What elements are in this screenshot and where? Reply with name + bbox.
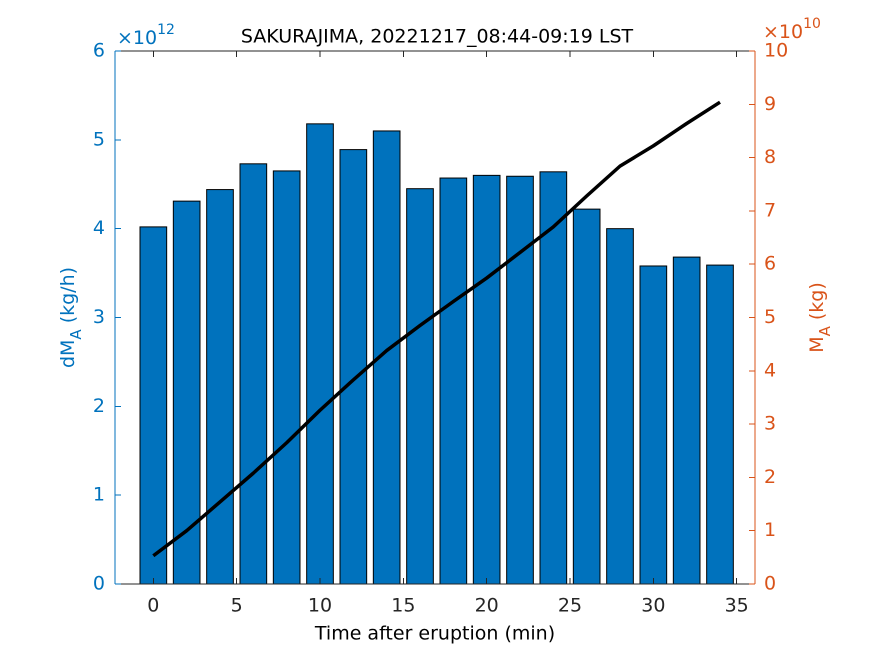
bar — [206, 189, 234, 585]
y-tick-label: 1 — [93, 484, 105, 506]
y2-tick-label: 6 — [764, 253, 776, 275]
y2-tick-label: 9 — [764, 93, 776, 115]
bar — [272, 170, 301, 585]
bar — [172, 200, 201, 585]
y2-tick-label: 10 — [764, 40, 788, 62]
bar — [606, 228, 634, 585]
x-tick-label: 15 — [391, 595, 415, 617]
y-tick-label: 2 — [93, 395, 105, 417]
y2-tick-label: 3 — [764, 413, 776, 435]
exponent-power: 10 — [803, 16, 821, 32]
axis-label: dMA (kg/h) — [57, 267, 85, 368]
bar — [506, 175, 534, 585]
axis-label-unit: (kg) — [806, 282, 828, 320]
bar — [339, 149, 368, 585]
x-tick-label: 10 — [308, 595, 332, 617]
y2-tick-label: 2 — [764, 466, 776, 488]
y2-tick-label: 0 — [764, 573, 776, 595]
exponent-base: ×10 — [763, 21, 803, 43]
axis-label-text: M — [806, 336, 828, 352]
x-tick-label: 30 — [641, 595, 665, 617]
bar — [439, 177, 468, 585]
y-tick-label: 4 — [93, 217, 105, 239]
x-tick-label: 35 — [725, 595, 749, 617]
exponent-base: ×10 — [117, 27, 157, 49]
y2-tick-label: 5 — [764, 306, 776, 328]
axis-label-unit: (kg/h) — [57, 267, 79, 323]
y-tick-label: 0 — [93, 573, 105, 595]
chart-title: SAKURAJIMA, 20221217_08:44-09:19 LST — [241, 26, 634, 48]
bar — [139, 226, 168, 585]
bar — [706, 264, 734, 585]
x-tick-label: 5 — [231, 595, 243, 617]
bar — [572, 208, 601, 585]
axis-label-text: dM — [57, 340, 79, 368]
exponent-power: 12 — [157, 22, 175, 38]
bar — [306, 123, 334, 585]
bar — [239, 163, 268, 585]
line — [152, 100, 721, 558]
y2-tick-label: 1 — [764, 519, 776, 541]
axis-label: MA (kg) — [806, 282, 834, 353]
x-tick-label: 0 — [147, 595, 159, 617]
bar — [672, 256, 701, 585]
x-tick-label: 20 — [475, 595, 499, 617]
axis-exponent: ×1012 — [117, 22, 175, 49]
bar — [472, 174, 501, 585]
y2-tick-label: 7 — [764, 199, 776, 221]
x-tick-label: 25 — [558, 595, 582, 617]
y2-tick-label: 4 — [764, 359, 776, 381]
y-tick-label: 3 — [93, 306, 105, 328]
axis-label-sub: A — [816, 325, 834, 336]
axis-label-sub: A — [67, 329, 85, 340]
y2-tick-label: 8 — [764, 146, 776, 168]
y-tick-label: 5 — [93, 128, 105, 150]
bar — [639, 265, 668, 585]
x-axis-label: Time after eruption (min) — [314, 623, 555, 645]
bar — [539, 171, 568, 585]
axis-exponent: ×1010 — [763, 16, 821, 43]
bar — [406, 188, 434, 585]
y-tick-label: 6 — [93, 40, 105, 62]
